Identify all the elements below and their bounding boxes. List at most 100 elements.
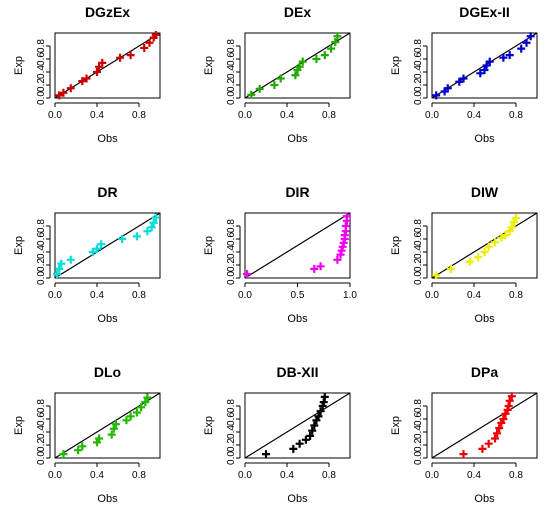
data-point bbox=[122, 416, 131, 425]
y-tick-label: 0.8 bbox=[36, 399, 47, 413]
y-tick-label: 0.6 bbox=[36, 52, 47, 66]
data-point bbox=[243, 270, 252, 279]
data-point bbox=[522, 38, 531, 47]
data-point bbox=[88, 248, 97, 256]
y-tick-label: 0.0 bbox=[226, 271, 237, 285]
data-point bbox=[499, 415, 508, 423]
y-tick-label: 0.4 bbox=[413, 65, 424, 79]
data-point bbox=[55, 264, 64, 273]
x-tick-label: 0.4 bbox=[467, 290, 481, 301]
data-point bbox=[491, 238, 499, 247]
data-point bbox=[342, 212, 351, 221]
y-tick-label: 0.2 bbox=[413, 438, 424, 452]
data-point bbox=[295, 439, 304, 448]
plot-frame bbox=[54, 32, 161, 99]
y-axis-label: Exp bbox=[13, 56, 25, 75]
data-point bbox=[320, 51, 329, 60]
y-axis-label: Exp bbox=[390, 236, 402, 255]
data-point bbox=[295, 62, 304, 71]
x-tick-label: 0.4 bbox=[90, 110, 104, 121]
data-point bbox=[140, 43, 149, 52]
y-axis-label: Exp bbox=[390, 416, 402, 435]
data-point bbox=[497, 233, 506, 242]
y-tick-label: 0.2 bbox=[413, 78, 424, 92]
data-point bbox=[505, 51, 514, 60]
data-point bbox=[93, 68, 101, 76]
reference-line bbox=[244, 32, 351, 99]
data-point bbox=[480, 248, 489, 256]
x-tick-label: 0.0 bbox=[48, 290, 62, 301]
x-tick-label: 0.0 bbox=[48, 470, 62, 481]
x-tick-label: 0.0 bbox=[238, 290, 252, 301]
data-point bbox=[484, 242, 493, 251]
data-point bbox=[247, 90, 256, 99]
data-point bbox=[432, 271, 441, 280]
panel-title: DIR bbox=[285, 184, 309, 200]
y-tick-label: 0.4 bbox=[226, 65, 237, 79]
reference-line bbox=[244, 212, 351, 279]
y-tick-label: 0.0 bbox=[226, 451, 237, 465]
data-point bbox=[55, 91, 64, 100]
data-point bbox=[465, 257, 474, 266]
data-point bbox=[310, 421, 319, 430]
y-tick-label: 0.0 bbox=[226, 91, 237, 105]
y-tick-label: 0.6 bbox=[413, 412, 424, 426]
x-tick-label: 0.0 bbox=[425, 110, 439, 121]
data-point bbox=[512, 214, 520, 223]
y-tick-label: 0.4 bbox=[36, 425, 47, 439]
data-point bbox=[301, 435, 310, 444]
data-point bbox=[137, 403, 146, 412]
y-tick-label: 0.2 bbox=[226, 78, 237, 92]
data-point bbox=[107, 430, 116, 439]
data-point bbox=[333, 32, 342, 41]
x-tick-label: 0.0 bbox=[425, 470, 439, 481]
y-tick-label: 0.4 bbox=[36, 245, 47, 259]
data-point bbox=[308, 426, 317, 435]
data-point bbox=[143, 393, 152, 402]
data-point bbox=[501, 231, 510, 240]
plot-frame bbox=[244, 212, 351, 279]
y-axis-label: Exp bbox=[390, 56, 402, 75]
data-point bbox=[289, 444, 298, 453]
y-axis-label: Exp bbox=[203, 56, 215, 75]
x-tick-label: 0.8 bbox=[132, 110, 146, 121]
plot-frame bbox=[431, 212, 538, 279]
data-point bbox=[126, 51, 135, 60]
y-tick-label: 0.0 bbox=[36, 91, 47, 105]
y-tick-label: 0.8 bbox=[413, 399, 424, 413]
data-point bbox=[74, 446, 83, 455]
y-tick-label: 0.4 bbox=[226, 245, 237, 259]
plot-frame bbox=[244, 32, 351, 99]
x-tick-label: 0.4 bbox=[280, 470, 294, 481]
data-point bbox=[78, 77, 87, 86]
x-axis-label: Obs bbox=[287, 313, 308, 325]
x-tick-label: 0.0 bbox=[238, 110, 252, 121]
data-point bbox=[474, 253, 483, 262]
data-point bbox=[57, 259, 66, 268]
data-point bbox=[82, 74, 91, 83]
data-point bbox=[270, 81, 279, 89]
reference-line bbox=[54, 392, 161, 459]
y-tick-label: 0.0 bbox=[413, 91, 424, 105]
data-point bbox=[327, 44, 336, 53]
data-point bbox=[262, 450, 270, 459]
x-axis-label: Obs bbox=[474, 133, 495, 145]
data-point bbox=[147, 223, 156, 232]
data-point bbox=[95, 434, 104, 443]
y-tick-label: 0.2 bbox=[226, 258, 237, 272]
data-point bbox=[507, 392, 516, 401]
data-point bbox=[66, 84, 75, 93]
data-point bbox=[333, 255, 342, 264]
panel-title: DR bbox=[97, 184, 117, 200]
y-axis-label: Exp bbox=[203, 416, 215, 435]
x-axis-label: Obs bbox=[97, 313, 118, 325]
y-tick-label: 0.2 bbox=[36, 258, 47, 272]
data-point bbox=[316, 262, 325, 271]
data-point bbox=[485, 57, 494, 66]
